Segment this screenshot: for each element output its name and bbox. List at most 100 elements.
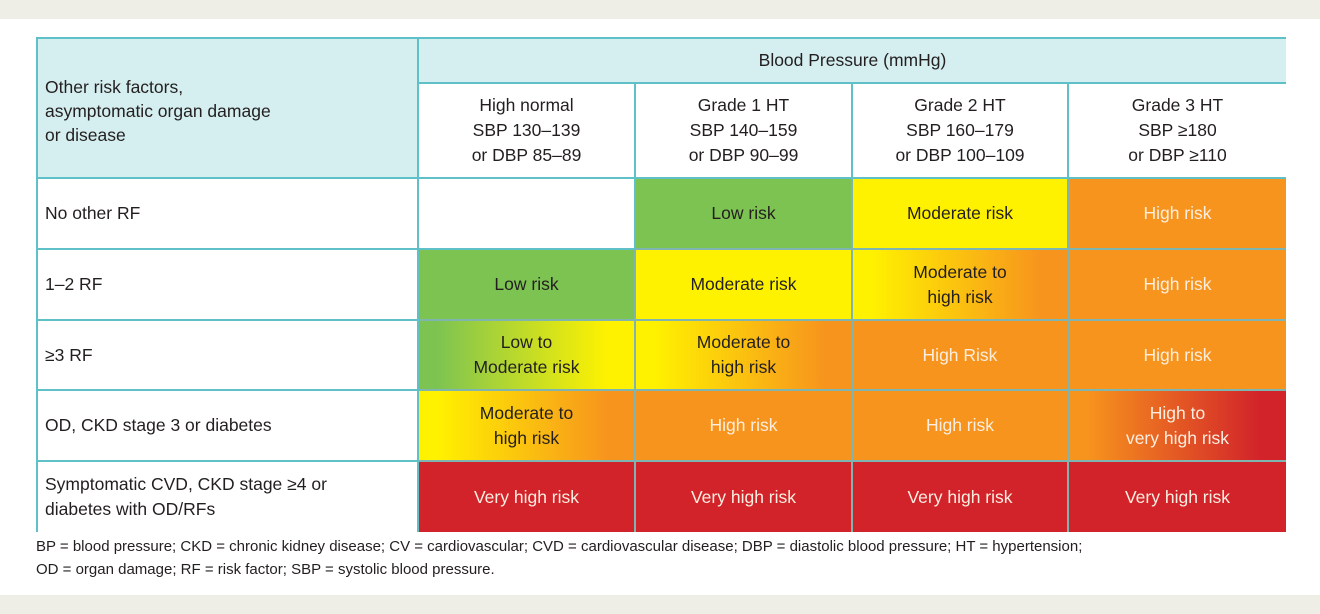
risk-cell: High risk (1069, 179, 1286, 250)
column-header-line: or DBP ≥110 (1128, 145, 1227, 165)
risk-cell-line: High Risk (922, 344, 998, 365)
column-header-text: High normal SBP 130–139 or DBP 85–89 (472, 93, 582, 168)
risk-cell-text: Low to Moderate risk (473, 330, 579, 380)
risk-cell: Very high risk (853, 462, 1069, 532)
bottom-band (0, 595, 1320, 614)
column-header-line: or DBP 100–109 (895, 145, 1025, 165)
row-label-text: 1–2 RF (45, 272, 102, 297)
blood-pressure-group-header: Blood Pressure (mmHg) (419, 39, 1286, 84)
risk-cell-text: Low risk (711, 201, 775, 226)
risk-cell-text: High to very high risk (1126, 401, 1229, 451)
corner-header-line: asymptomatic organ damage (45, 101, 271, 121)
risk-cell-text: Very high risk (1125, 485, 1230, 510)
risk-cell-line: High risk (1143, 344, 1212, 365)
risk-cell-line: Low to (500, 332, 553, 352)
risk-cell-line: Low risk (494, 274, 559, 294)
row-label: 1–2 RF (38, 250, 419, 321)
risk-cell: Low risk (636, 179, 853, 250)
risk-cell: Moderate to high risk (636, 321, 853, 391)
risk-cell: Very high risk (1069, 462, 1286, 532)
risk-cell: High to very high risk (1069, 391, 1286, 462)
column-header-line: Grade 2 HT (914, 95, 1006, 115)
risk-cell: Very high risk (636, 462, 853, 532)
row-label: OD, CKD stage 3 or diabetes (38, 391, 419, 462)
column-header-line: High normal (479, 95, 574, 115)
risk-cell: Moderate risk (636, 250, 853, 321)
row-label: ≥3 RF (38, 321, 419, 391)
risk-cell-line: Very high risk (907, 486, 1013, 507)
column-header-line: SBP ≥180 (1138, 120, 1217, 140)
risk-cell-text: Very high risk (691, 485, 796, 510)
risk-cell-line: High risk (925, 415, 995, 435)
row-label-text: Symptomatic CVD, CKD stage ≥4 or diabetes… (45, 472, 327, 522)
column-header-text: Grade 3 HT SBP ≥180 or DBP ≥110 (1128, 93, 1226, 168)
column-header-line: Grade 1 HT (697, 95, 790, 115)
risk-cell-text: Very high risk (907, 485, 1012, 510)
column-header-line: or DBP 85–89 (471, 145, 582, 165)
risk-cell-text: High risk (1143, 272, 1211, 297)
risk-cell-text: High risk (926, 413, 994, 438)
risk-cell: Very high risk (419, 462, 636, 532)
risk-cell: Moderate to high risk (853, 250, 1069, 321)
risk-cell-line: Moderate to (913, 261, 1007, 282)
risk-cell: High risk (853, 391, 1069, 462)
column-header-text: Grade 2 HT SBP 160–179 or DBP 100–109 (895, 93, 1024, 168)
risk-cell-line: High to (1149, 402, 1206, 423)
risk-cell-text: Very high risk (474, 485, 579, 510)
risk-cell-line: Very high risk (1124, 486, 1231, 507)
row-label: Symptomatic CVD, CKD stage ≥4 or diabetes… (38, 462, 419, 532)
risk-cell: Moderate risk (853, 179, 1069, 250)
risk-cell-text: High Risk (923, 343, 998, 368)
row-label-line: OD, CKD stage 3 or diabetes (45, 415, 272, 435)
risk-cell: Moderate to high risk (419, 391, 636, 462)
risk-cell-text: Moderate to high risk (697, 330, 790, 380)
column-header-3: Grade 2 HT SBP 160–179 or DBP 100–109 (853, 84, 1069, 179)
risk-cell-line: high risk (710, 357, 777, 377)
risk-cell-text: High risk (1143, 201, 1211, 226)
column-header-2: Grade 1 HT SBP 140–159 or DBP 90–99 (636, 84, 853, 179)
risk-cell-line: Very high risk (473, 486, 580, 507)
risk-cell-line: Moderate to (479, 402, 574, 423)
risk-cell-line: Very high risk (690, 486, 797, 507)
column-header-line: Grade 3 HT (1131, 95, 1224, 115)
row-label-line: Symptomatic CVD, CKD stage ≥4 or (45, 474, 327, 494)
row-label-text: OD, CKD stage 3 or diabetes (45, 413, 272, 438)
row-label-line: ≥3 RF (45, 344, 93, 365)
risk-cell-text: Low risk (494, 272, 558, 297)
risk-cell-line: High risk (1143, 203, 1212, 223)
row-label-line: diabetes with OD/RFs (45, 499, 216, 519)
row-label-text: No other RF (45, 201, 140, 226)
risk-cell-text: Moderate risk (907, 201, 1013, 226)
column-header-line: or DBP 90–99 (688, 145, 799, 165)
risk-cell: Low risk (419, 250, 636, 321)
row-label-line: 1–2 RF (45, 274, 103, 294)
risk-cell: High risk (1069, 250, 1286, 321)
risk-cell-text: Moderate to high risk (480, 401, 573, 451)
risk-classification-table: Other risk factors, asymptomatic organ d… (36, 37, 1286, 532)
footnote-line: OD = organ damage; RF = risk factor; SBP… (36, 561, 495, 578)
corner-header: Other risk factors, asymptomatic organ d… (38, 39, 419, 179)
row-label-line: No other RF (45, 203, 141, 223)
column-header-line: SBP 140–159 (689, 120, 798, 140)
risk-cell-text: Moderate to high risk (913, 260, 1006, 310)
risk-cell-line: Moderate to (696, 332, 791, 352)
corner-header-line: or disease (45, 125, 126, 145)
risk-cell-line: High risk (1143, 274, 1212, 294)
row-label: No other RF (38, 179, 419, 250)
risk-cell-line: Low risk (711, 203, 776, 223)
risk-cell-text: Moderate risk (690, 272, 796, 297)
risk-cell-line: high risk (927, 286, 993, 307)
footnote-line: BP = blood pressure; CKD = chronic kidne… (36, 538, 1083, 555)
column-header-text: Grade 1 HT SBP 140–159 or DBP 90–99 (689, 93, 799, 168)
abbreviations-footnote: BP = blood pressure; CKD = chronic kidne… (36, 535, 1296, 581)
risk-cell-text: High risk (1143, 343, 1211, 368)
column-header-line: SBP 160–179 (906, 120, 1014, 140)
risk-cell (419, 179, 636, 250)
risk-cell-text: High risk (709, 413, 777, 438)
column-header-1: High normal SBP 130–139 or DBP 85–89 (419, 84, 636, 179)
risk-cell: High Risk (853, 321, 1069, 391)
risk-cell-line: Moderate risk (690, 274, 797, 294)
risk-cell-line: Moderate risk (473, 357, 580, 377)
risk-cell: High risk (636, 391, 853, 462)
column-header-4: Grade 3 HT SBP ≥180 or DBP ≥110 (1069, 84, 1286, 179)
